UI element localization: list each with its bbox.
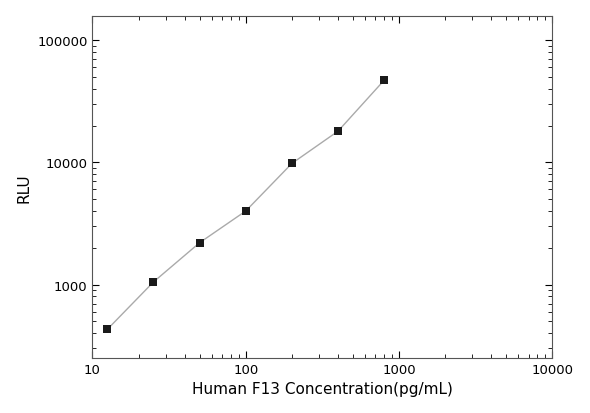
Point (287, 161, 297, 167)
Point (333, 128, 343, 135)
Point (149, 279, 158, 286)
Y-axis label: RLU: RLU (17, 173, 32, 202)
Point (195, 240, 204, 247)
Point (103, 326, 112, 333)
X-axis label: Human F13 Concentration(pg/mL): Human F13 Concentration(pg/mL) (192, 382, 453, 396)
Point (379, 78, 389, 84)
Point (241, 208, 251, 215)
